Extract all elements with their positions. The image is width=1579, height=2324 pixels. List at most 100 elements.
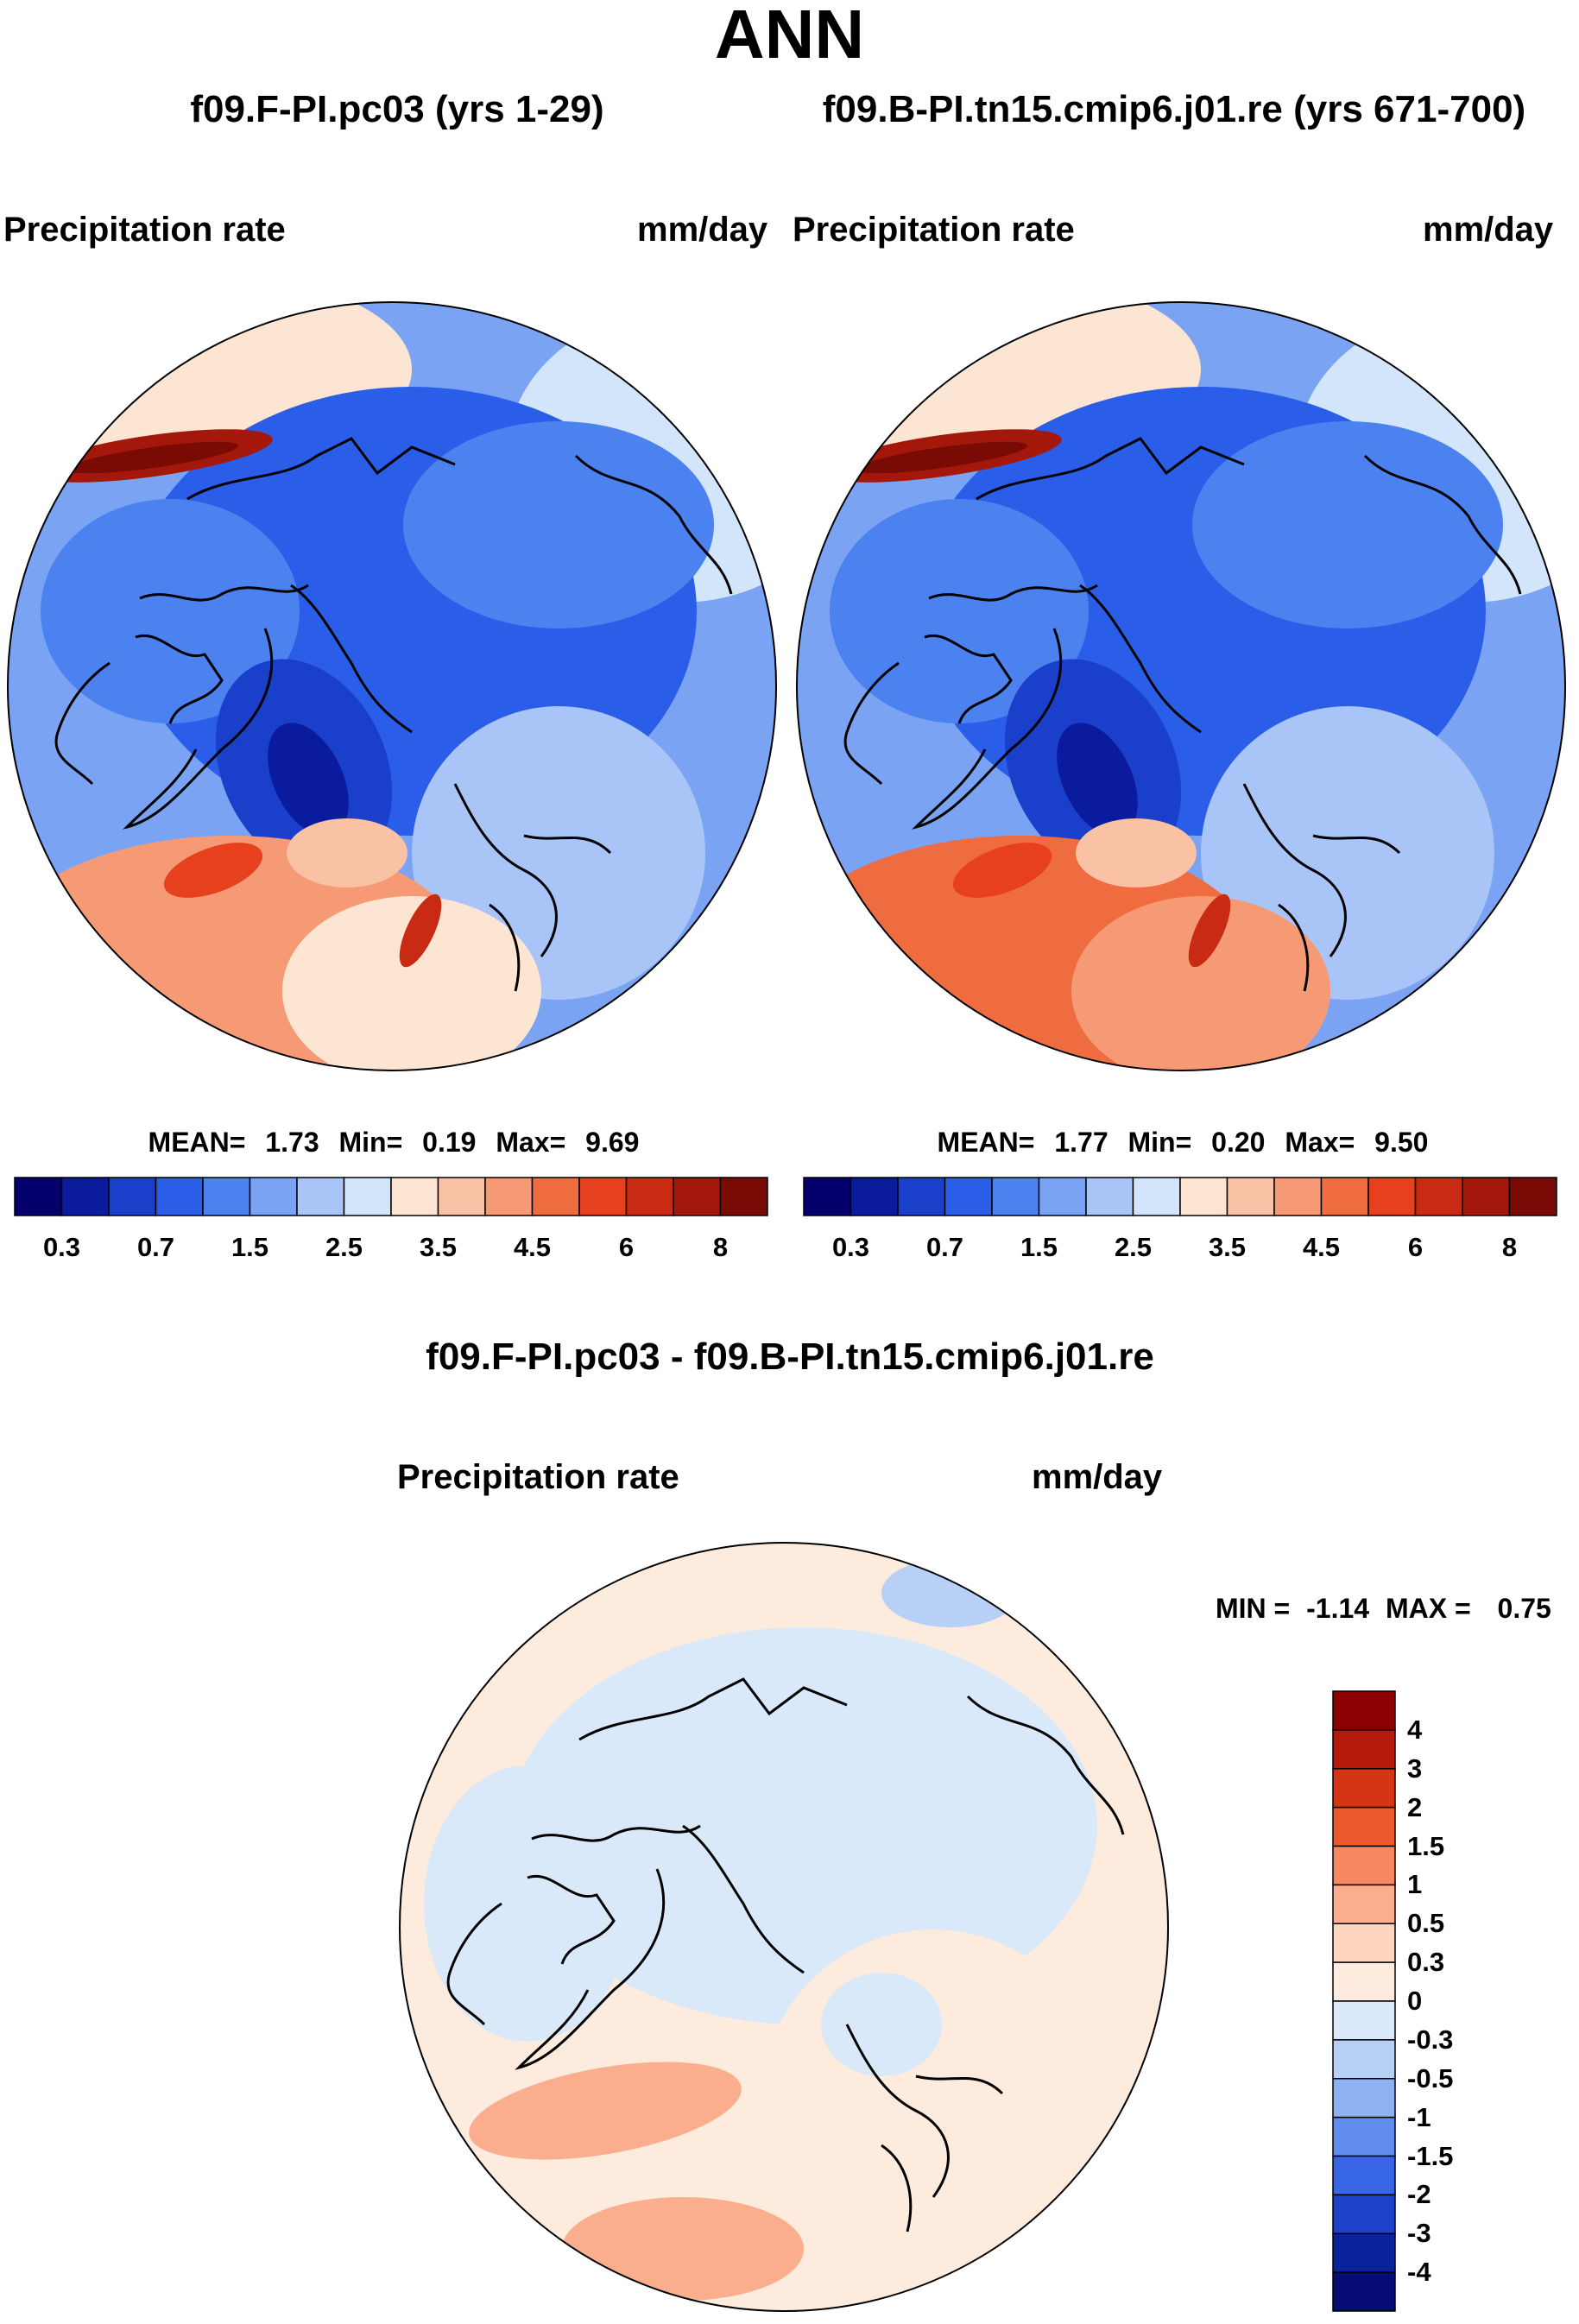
cbar1-swatch bbox=[578, 1177, 628, 1216]
cbar1-swatch bbox=[343, 1177, 392, 1216]
cbar2-swatch bbox=[1038, 1177, 1087, 1216]
panel3-colorbar bbox=[1332, 1690, 1396, 2312]
panel2-max-label: Max= bbox=[1285, 1127, 1355, 1158]
panel3-min-label: MIN = bbox=[1216, 1593, 1291, 1624]
cbar3-swatch bbox=[1332, 1923, 1396, 1963]
cbar1-swatch bbox=[625, 1177, 674, 1216]
map1-atlantic-east bbox=[282, 896, 541, 1070]
cbar3-tick-label: -1.5 bbox=[1407, 2140, 1454, 2171]
map1-map-border bbox=[7, 301, 777, 1071]
panel3-stats: MIN = -1.14 MAX = 0.75 bbox=[1216, 1593, 1551, 1624]
map1-alaska-coast-core bbox=[66, 441, 239, 474]
map2-coastlines bbox=[843, 437, 1522, 992]
cbar1-tick-label: 6 bbox=[618, 1232, 635, 1262]
cbar2-swatch bbox=[1085, 1177, 1134, 1216]
panel1-min-label: Min= bbox=[338, 1127, 403, 1158]
panel3-min-value: -1.14 bbox=[1306, 1593, 1370, 1624]
cbar3-swatch bbox=[1332, 2000, 1396, 2041]
cbar1-swatch bbox=[673, 1177, 722, 1216]
cbar2-swatch bbox=[1367, 1177, 1417, 1216]
panel1-mean-label: MEAN= bbox=[148, 1127, 246, 1158]
cbar3-tick-label: 0.3 bbox=[1407, 1947, 1445, 1978]
cbar3-swatch bbox=[1332, 1768, 1396, 1809]
panel2-variable-label: Precipitation rate bbox=[793, 211, 1075, 249]
cbar2-swatch bbox=[1179, 1177, 1228, 1216]
cbar2-tick-label: 1.5 bbox=[1020, 1232, 1058, 1262]
panel1-colorbar bbox=[14, 1177, 768, 1216]
cbar3-tick-label: -2 bbox=[1407, 2179, 1431, 2210]
panel3-polar-map bbox=[399, 1542, 1169, 2312]
panel2-polar-map bbox=[796, 301, 1566, 1071]
cbar3-swatch bbox=[1332, 1845, 1396, 1886]
panel3-max-label: MAX = bbox=[1385, 1593, 1471, 1624]
cbar2-swatch bbox=[1273, 1177, 1323, 1216]
cbar3-swatch bbox=[1332, 1690, 1396, 1731]
panel2-colorbar-ticks: 0.3 0.7 1.5 2.5 3.5 4.5 6 8 bbox=[0, 1233, 1579, 1267]
map1-coastlines bbox=[54, 437, 733, 992]
panel1-mean-value: 1.73 bbox=[265, 1127, 319, 1158]
cbar1-swatch bbox=[14, 1177, 63, 1216]
panel1-colorbar-ticks: 0.3 0.7 1.5 2.5 3.5 4.5 6 8 bbox=[0, 1233, 1579, 1267]
cbar3-tick-label: -1 bbox=[1407, 2101, 1431, 2132]
map1-greenland-se-coast bbox=[163, 843, 263, 898]
map1-siberia bbox=[403, 421, 714, 628]
cbar3-tick-label: 0.5 bbox=[1407, 1908, 1445, 1939]
cbar1-tick-label: 3.5 bbox=[419, 1232, 458, 1262]
cbar3-swatch bbox=[1332, 1884, 1396, 1924]
panel1-stats: MEAN= 1.73 Min= 0.19 Max= 9.69 bbox=[74, 1127, 713, 1158]
panel1-min-value: 0.19 bbox=[422, 1127, 477, 1158]
map3-canada-positive bbox=[424, 1765, 631, 2042]
cbar1-swatch bbox=[108, 1177, 157, 1216]
cbar3-swatch bbox=[1332, 2271, 1396, 2312]
cbar1-swatch bbox=[296, 1177, 345, 1216]
cbar2-swatch bbox=[897, 1177, 946, 1216]
cbar1-swatch bbox=[484, 1177, 534, 1216]
cbar3-tick-label: 2 bbox=[1407, 1791, 1423, 1822]
cbar3-swatch bbox=[1332, 2155, 1396, 2196]
map3-greenland-sea-neg bbox=[469, 2062, 742, 2160]
cbar2-swatch bbox=[1226, 1177, 1275, 1216]
panel2-colorbar bbox=[803, 1177, 1557, 1216]
cbar3-tick-label: 4 bbox=[1407, 1714, 1423, 1745]
panel1-max-value: 9.69 bbox=[585, 1127, 640, 1158]
cbar1-swatch bbox=[390, 1177, 439, 1216]
map2-atlantic-east bbox=[1071, 896, 1330, 1070]
panel2-stats: MEAN= 1.77 Min= 0.20 Max= 9.50 bbox=[863, 1127, 1502, 1158]
cbar3-tick-label: -4 bbox=[1407, 2257, 1431, 2288]
cbar1-tick-label: 0.3 bbox=[42, 1232, 81, 1262]
panel2-min-value: 0.20 bbox=[1211, 1127, 1266, 1158]
map2-greenland-se-coast bbox=[952, 843, 1052, 898]
cbar2-swatch bbox=[1508, 1177, 1557, 1216]
map3-barents-positive bbox=[821, 1973, 942, 2076]
map2-siberia bbox=[1192, 421, 1503, 628]
cbar2-swatch bbox=[1462, 1177, 1511, 1216]
panel2-mean-value: 1.77 bbox=[1054, 1127, 1108, 1158]
cbar3-swatch bbox=[1332, 2232, 1396, 2273]
cbar1-tick-label: 1.5 bbox=[231, 1232, 269, 1262]
cbar1-swatch bbox=[249, 1177, 298, 1216]
map2-map-border bbox=[796, 301, 1566, 1071]
cbar3-swatch bbox=[1332, 2039, 1396, 2080]
panel2-min-label: Min= bbox=[1127, 1127, 1192, 1158]
cbar3-swatch bbox=[1332, 1961, 1396, 2002]
cbar3-tick-label: -0.5 bbox=[1407, 2062, 1454, 2093]
cbar2-tick-label: 8 bbox=[1501, 1232, 1518, 1262]
map3-sw-atlantic-pos bbox=[450, 2258, 588, 2311]
cbar1-swatch bbox=[60, 1177, 110, 1216]
cbar2-swatch bbox=[1320, 1177, 1369, 1216]
cbar2-tick-label: 3.5 bbox=[1208, 1232, 1247, 1262]
cbar2-tick-label: 0.7 bbox=[925, 1232, 964, 1262]
panel1-variable-label: Precipitation rate bbox=[3, 211, 286, 249]
map3-atlantic-neg bbox=[562, 2197, 804, 2301]
cbar2-swatch bbox=[991, 1177, 1040, 1216]
cbar1-swatch bbox=[155, 1177, 204, 1216]
cbar2-swatch bbox=[944, 1177, 993, 1216]
cbar1-tick-label: 0.7 bbox=[136, 1232, 175, 1262]
cbar2-tick-label: 6 bbox=[1407, 1232, 1424, 1262]
map2-alaska-coast-core bbox=[856, 441, 1028, 474]
panel1-units-label: mm/day bbox=[637, 211, 768, 249]
map3-alaska-pos bbox=[881, 1558, 1020, 1627]
panel1-polar-map bbox=[7, 301, 777, 1071]
cbar1-swatch bbox=[719, 1177, 768, 1216]
cbar3-swatch bbox=[1332, 2078, 1396, 2119]
